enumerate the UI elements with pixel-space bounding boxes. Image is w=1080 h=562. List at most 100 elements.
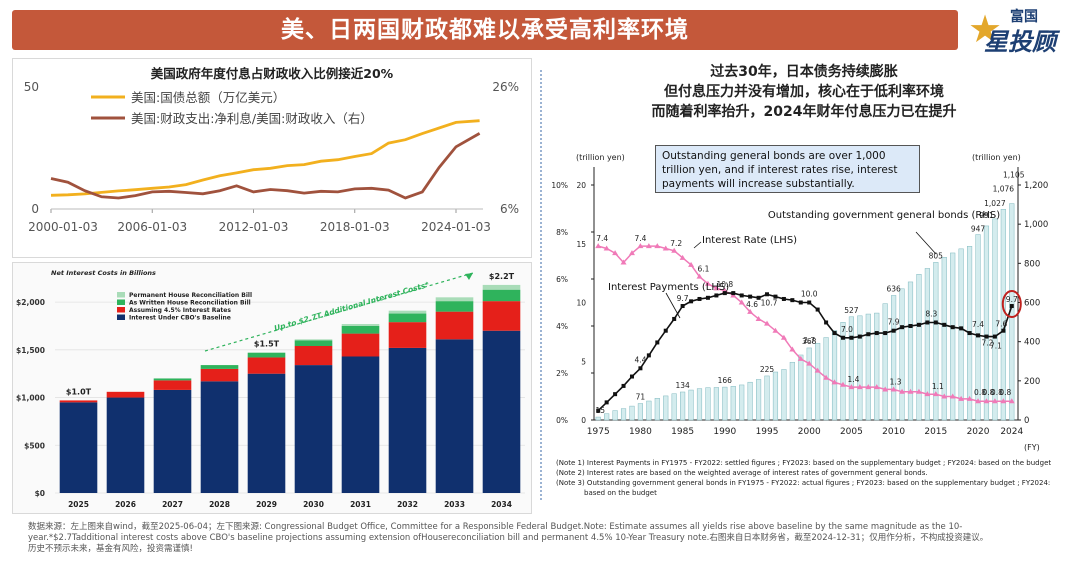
chart3-data-label: 10.0 xyxy=(801,290,818,299)
chart2-legend-swatch xyxy=(117,292,125,298)
chart3-annotation-leader xyxy=(915,231,937,255)
chart2-arrow-line xyxy=(204,272,474,352)
chart3-x-axis-label: (FY) xyxy=(1024,443,1040,452)
right-title-line1: 过去30年，日本债务持续膨胀 xyxy=(710,64,898,80)
chart3-data-label: 1.4 xyxy=(847,375,859,384)
chart1-title: 美国政府年度付息占财政收入比例接近20% xyxy=(151,66,394,81)
callout-box: Outstanding general bonds are over 1,000… xyxy=(655,145,920,193)
note-3: (Note 3) Outstanding government general … xyxy=(556,479,1051,487)
chart3-payments-marker xyxy=(1001,328,1006,333)
chart3-data-label: 8.3 xyxy=(925,309,937,318)
chart3-left-axis-label: (trillion yen) xyxy=(576,153,625,162)
chart3-payments-marker xyxy=(748,294,753,299)
chart3-annotation: Interest Payments (LHS) xyxy=(608,282,729,293)
chart3-payments-marker xyxy=(689,299,694,304)
chart3-data-label: 4.6 xyxy=(746,300,758,309)
right-title-line3: 而随着利率抬升，2024年财年付息压力已在提升 xyxy=(651,104,957,120)
chart3-rate-marker xyxy=(848,384,855,390)
chart3-rate-marker xyxy=(873,384,880,390)
us-debt-chart: 美国政府年度付息占财政收入比例接近20% 50 0 26% 6% 2000-01-03 20… xyxy=(24,66,519,234)
chart3-bond-bar xyxy=(680,391,686,421)
chart3-xtick: 1985 xyxy=(671,427,694,437)
chart3-rate-marker xyxy=(882,386,889,392)
chart3-rate-marker xyxy=(806,360,813,366)
chart3-ytick-pct: 6% xyxy=(556,275,568,284)
chart3-data-label: 7.6 xyxy=(995,320,1007,329)
chart2-bar-segment xyxy=(294,346,333,366)
chart3-annotation-leader xyxy=(693,241,702,249)
chart3-bond-bar xyxy=(629,405,635,421)
chart3-rate-marker xyxy=(1008,398,1015,404)
chart3-bond-bar xyxy=(857,315,863,421)
chart3-payments-marker xyxy=(773,294,778,299)
chart3-payments-marker xyxy=(638,366,643,371)
chart3-right-axis-label: (trillion yen) xyxy=(972,153,1021,162)
chart3-data-label: 4.4 xyxy=(634,355,646,364)
chart3-rate-marker xyxy=(696,273,703,279)
chart3-payments-marker xyxy=(655,340,660,345)
chart2-bar-segment xyxy=(388,310,427,314)
chart3-payments-marker xyxy=(680,304,685,309)
chart2-annotation: $1.5T xyxy=(254,340,280,349)
chart2-bar-segment xyxy=(341,324,380,326)
chart2-legend-swatch xyxy=(117,299,125,305)
chart3-data-label: 1.1 xyxy=(932,382,944,391)
chart3-xtick: 2000 xyxy=(798,427,821,437)
chart3-rate-marker xyxy=(991,398,998,404)
chart3-rate-marker xyxy=(747,308,754,314)
chart3-rate-marker xyxy=(924,391,931,397)
chart1-ytick-right: 6% xyxy=(500,202,519,216)
chart3-payments-marker xyxy=(857,334,862,339)
chart3-bond-bar xyxy=(806,347,812,421)
chart3-rate-marker xyxy=(915,388,922,394)
chart3-bond-bar xyxy=(789,361,795,421)
chart3-rate-marker xyxy=(612,250,619,256)
chart3-bond-bar xyxy=(983,225,990,421)
chart1-ytick-left: 0 xyxy=(31,202,39,216)
chart1-xtick-label: 2000-01-03 xyxy=(28,220,98,234)
chart3-payments-line xyxy=(597,292,1013,412)
chart3-bond-bar xyxy=(713,387,719,421)
chart3-ytick-pct: 4% xyxy=(556,322,568,331)
chart3-rate-marker xyxy=(637,243,644,249)
chart1-xtick-label: 2006-01-03 xyxy=(117,220,187,234)
chart3-bond-bar xyxy=(637,403,643,421)
chart2-legend-swatch xyxy=(117,314,125,320)
chart3-bond-bar xyxy=(747,381,753,421)
chart2-legend-label: Interest Under CBO's Baseline xyxy=(129,315,231,322)
chart3-bond-bar xyxy=(848,316,854,421)
chart3-data-label: 7.4 xyxy=(596,234,608,243)
chart2-bar-segment xyxy=(200,368,239,382)
chart2-bar-segment xyxy=(200,381,239,493)
chart2-annotation: $1.0T xyxy=(66,387,92,396)
chart3-xtick: 1990 xyxy=(713,427,736,437)
chart3-rate-marker xyxy=(704,280,711,286)
chart3-data-label: 636 xyxy=(886,284,901,293)
chart3-data-label: 9.7 xyxy=(1006,295,1018,304)
chart3-payments-marker xyxy=(874,331,879,336)
chart3-rate-marker xyxy=(764,320,771,326)
chart3-payments-marker xyxy=(942,322,947,327)
chart3-ytick-pct: 8% xyxy=(556,228,568,237)
japan-bond-chart: (trillion yen) (trillion yen) 0% 2% 4% 6% 8% 10… xyxy=(551,153,1048,452)
chart1-ytick-right: 26% xyxy=(492,80,519,94)
us-debt-panel: 美国政府年度付息占财政收入比例接近20% 50 0 26% 6% 2000-01-03 20… xyxy=(12,58,532,258)
chart3-data-label: 991 xyxy=(979,211,994,220)
chart2-legend-label: Assuming 4.5% Interest Rates xyxy=(129,307,231,314)
chart3-bond-bar xyxy=(604,413,610,421)
chart3-rate-marker xyxy=(738,299,745,305)
title-banner: 美、日两国财政都难以承受高利率环境 xyxy=(12,10,958,50)
chart3-bond-bar xyxy=(907,281,914,421)
chart3-payments-marker xyxy=(815,307,820,312)
chart2-bar-segment xyxy=(59,400,98,403)
chart3-payments-marker xyxy=(840,335,845,340)
chart2-bar-segment xyxy=(388,313,427,323)
chart3-payments-marker xyxy=(765,292,770,297)
chart3-data-label: 1,105 xyxy=(1003,171,1025,180)
chart3-payments-marker xyxy=(672,316,677,321)
chart3-payments-marker xyxy=(596,408,601,413)
chart3-data-label: 1.3 xyxy=(890,377,902,386)
chart3-bond-bar xyxy=(739,384,745,421)
chart2-bar-segment xyxy=(435,297,474,302)
chart3-payments-marker xyxy=(925,320,930,325)
